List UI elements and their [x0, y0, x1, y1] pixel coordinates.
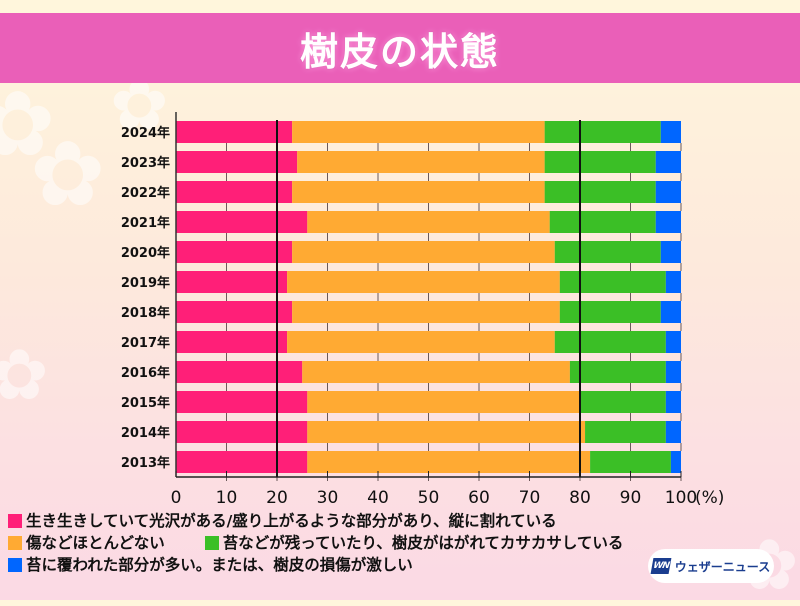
- category-label: 2024年: [121, 125, 170, 141]
- category-label: 2014年: [121, 425, 170, 441]
- bar-segment: [176, 451, 308, 473]
- category-label: 2015年: [121, 395, 170, 411]
- bar-segment: [176, 151, 298, 173]
- bar-segment: [176, 301, 293, 323]
- bar-segment: [297, 151, 545, 173]
- weathernews-logo-icon: WN: [650, 558, 672, 574]
- bar-segment: [569, 361, 666, 383]
- bar-segment: [660, 121, 681, 143]
- bar-segment: [544, 151, 656, 173]
- bar-segment: [665, 391, 681, 413]
- x-tick-label: 90: [620, 488, 642, 508]
- legend-label: 苔に覆われた部分が多い。または、樹皮の損傷が激しい: [26, 556, 413, 574]
- bar-segment: [580, 391, 666, 413]
- bar-segment: [660, 241, 681, 263]
- legend-swatch-green: [204, 536, 219, 550]
- bar-segment: [544, 121, 661, 143]
- legend-label: 傷などほとんどない: [26, 534, 165, 552]
- chart-title: 樹皮の状態: [299, 29, 500, 74]
- bar-segment: [549, 211, 656, 233]
- title-banner: 樹皮の状態: [0, 13, 800, 83]
- category-label: 2019年: [121, 275, 170, 291]
- bar-segment: [665, 421, 681, 443]
- bar-segment: [176, 421, 308, 443]
- category-label: 2016年: [121, 365, 170, 381]
- x-tick-label: 60: [468, 488, 490, 508]
- legend-swatch-pink: [8, 514, 22, 528]
- bar-segment: [292, 121, 545, 143]
- bar-segment: [176, 241, 293, 263]
- bar-segment: [665, 361, 681, 383]
- bar-segment: [176, 211, 308, 233]
- legend-item-moss-covered: 苔に覆われた部分が多い。または、樹皮の損傷が激しい: [8, 554, 413, 576]
- x-tick-label: 10: [216, 488, 238, 508]
- legend-swatch-orange: [8, 536, 22, 550]
- bar-segment: [590, 451, 671, 473]
- x-tick-label: 50: [418, 488, 440, 508]
- legend-item-lively: 生き生きしていて光沢がある/盛り上がるような部分があり、縦に割れている: [8, 510, 557, 532]
- category-label: 2023年: [121, 155, 170, 171]
- bar-segment: [665, 331, 681, 353]
- legend-item-no-damage: 傷などほとんどない: [8, 532, 165, 554]
- bar-segment: [554, 331, 666, 353]
- bar-segment: [660, 301, 681, 323]
- bar-segment: [292, 301, 560, 323]
- x-tick-label: 70: [519, 488, 541, 508]
- bar-segment: [307, 451, 591, 473]
- legend-row: 苔に覆われた部分が多い。または、樹皮の損傷が激しい: [8, 554, 647, 576]
- bar-segment: [287, 331, 555, 353]
- x-tick-label: 20: [266, 488, 288, 508]
- legend-item-moss-peeling: 苔などが残っていたり、樹皮がはがれてカサカサしている: [204, 532, 624, 554]
- legend-swatch-blue: [8, 558, 22, 572]
- bar-segment: [670, 451, 681, 473]
- legend-row: 傷などほとんどない 苔などが残っていたり、樹皮がはがれてカサカサしている: [8, 532, 647, 554]
- x-tick-label: 30: [317, 488, 339, 508]
- category-label: 2017年: [121, 335, 170, 351]
- bar-segment: [307, 211, 550, 233]
- legend-label: 苔などが残っていたり、樹皮がはがれてカサカサしている: [222, 534, 624, 552]
- bar-segment: [292, 181, 545, 203]
- bar-segment: [176, 391, 308, 413]
- bar-segment: [287, 271, 560, 293]
- bar-segment: [655, 181, 681, 203]
- bar-segment: [554, 241, 661, 263]
- bar-segment: [176, 331, 288, 353]
- category-label: 2020年: [121, 245, 170, 261]
- bar-segment: [176, 121, 293, 143]
- x-tick-label: 80: [569, 488, 591, 508]
- bar-segment: [307, 391, 580, 413]
- bar-segment: [176, 271, 288, 293]
- bar-segment: [176, 181, 293, 203]
- legend: 生き生きしていて光沢がある/盛り上がるような部分があり、縦に割れている 傷などほ…: [8, 510, 647, 576]
- bar-segment: [292, 241, 555, 263]
- x-tick-label: 40: [367, 488, 389, 508]
- category-label: 2022年: [121, 185, 170, 201]
- category-label: 2013年: [121, 455, 170, 471]
- x-axis-unit-label: (%): [695, 488, 724, 508]
- bar-segment: [559, 301, 661, 323]
- bar-segment: [307, 421, 586, 443]
- category-label: 2021年: [121, 215, 170, 231]
- x-tick-label: 100: [665, 488, 697, 508]
- bar-segment: [655, 151, 681, 173]
- bar-segment: [665, 271, 681, 293]
- bar-segment: [655, 211, 681, 233]
- bar-segment: [302, 361, 570, 383]
- logo-text: ウェザーニュース: [674, 559, 771, 574]
- x-tick-label: 0: [171, 488, 182, 508]
- bar-segment: [585, 421, 666, 443]
- weathernews-logo: WN ウェザーニュース: [648, 549, 774, 583]
- legend-label: 生き生きしていて光沢がある/盛り上がるような部分があり、縦に割れている: [26, 512, 557, 530]
- category-label: 2018年: [121, 305, 170, 321]
- bar-segment: [559, 271, 666, 293]
- bar-segment: [176, 361, 303, 383]
- legend-row: 生き生きしていて光沢がある/盛り上がるような部分があり、縦に割れている: [8, 510, 647, 532]
- bar-segment: [544, 181, 656, 203]
